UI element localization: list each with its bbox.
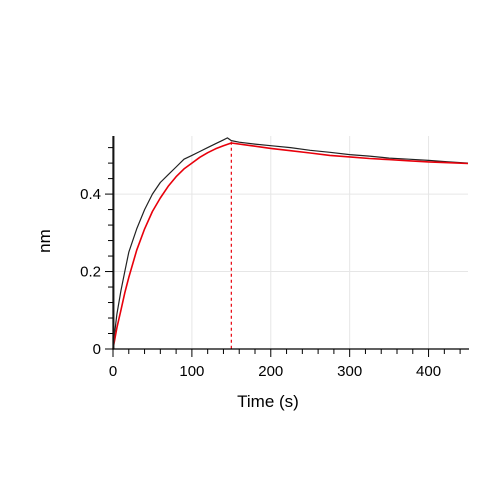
x-tick-label: 100	[179, 363, 204, 380]
x-tick-label: 400	[416, 363, 441, 380]
fit-curve	[112, 142, 469, 350]
tick-labels: 0 100 200 300 400 0 0.2 0.4	[80, 186, 441, 380]
grid	[113, 136, 468, 349]
x-tick-label: 0	[109, 363, 117, 380]
annotations	[112, 136, 232, 349]
x-axis-title: Time (s)	[237, 392, 299, 411]
y-tick-label: 0	[93, 341, 101, 358]
x-tick-label: 200	[258, 363, 283, 380]
plot-series	[112, 137, 469, 350]
y-tick-label: 0.4	[80, 186, 101, 203]
y-tick-label: 0.2	[80, 264, 101, 281]
measured-curve	[112, 137, 469, 350]
axes	[105, 136, 469, 357]
y-axis-title: nm	[35, 229, 54, 253]
x-tick-label: 300	[337, 363, 362, 380]
